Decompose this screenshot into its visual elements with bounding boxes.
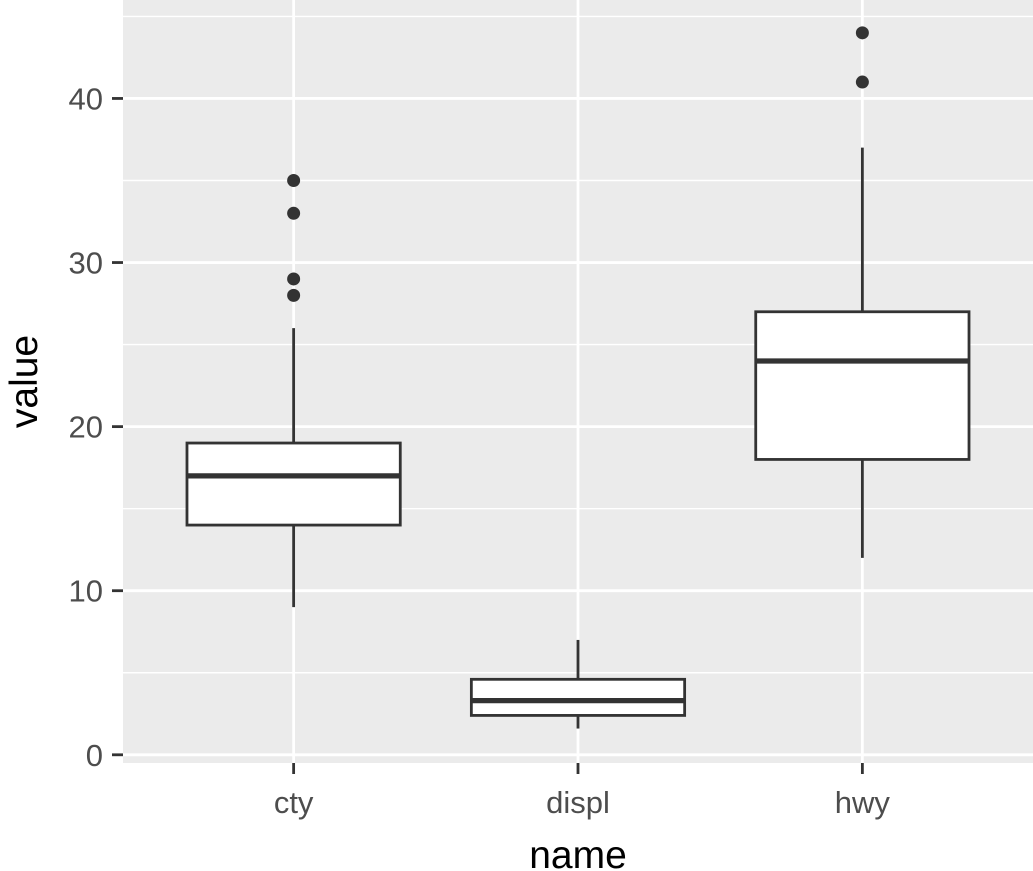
outlier-point — [287, 173, 301, 187]
box-hwy — [754, 26, 971, 558]
y-tick-label: 20 — [69, 410, 103, 445]
y-tick-label: 40 — [69, 81, 103, 116]
x-axis-title: name — [529, 834, 627, 871]
y-tick-label: 0 — [86, 738, 103, 773]
box-displ — [469, 639, 687, 729]
box-iqr — [754, 310, 971, 461]
y-tick-label: 30 — [69, 246, 103, 281]
outlier-point — [855, 26, 869, 40]
x-tick-label: cty — [274, 785, 314, 820]
outlier-point — [287, 206, 301, 220]
box-iqr — [185, 441, 402, 527]
x-tick-label: displ — [546, 785, 610, 820]
x-tick-label: hwy — [835, 785, 891, 820]
box-cty — [185, 173, 402, 608]
box-iqr — [469, 677, 687, 717]
y-tick-label: 10 — [69, 574, 103, 609]
outlier-point — [855, 75, 869, 89]
y-axis-title: value — [3, 335, 46, 428]
outlier-point — [287, 288, 301, 302]
axes: 0 10 20 30 40 cty displ hwy — [69, 81, 891, 820]
outlier-point — [287, 272, 301, 286]
box-marks — [185, 26, 971, 729]
